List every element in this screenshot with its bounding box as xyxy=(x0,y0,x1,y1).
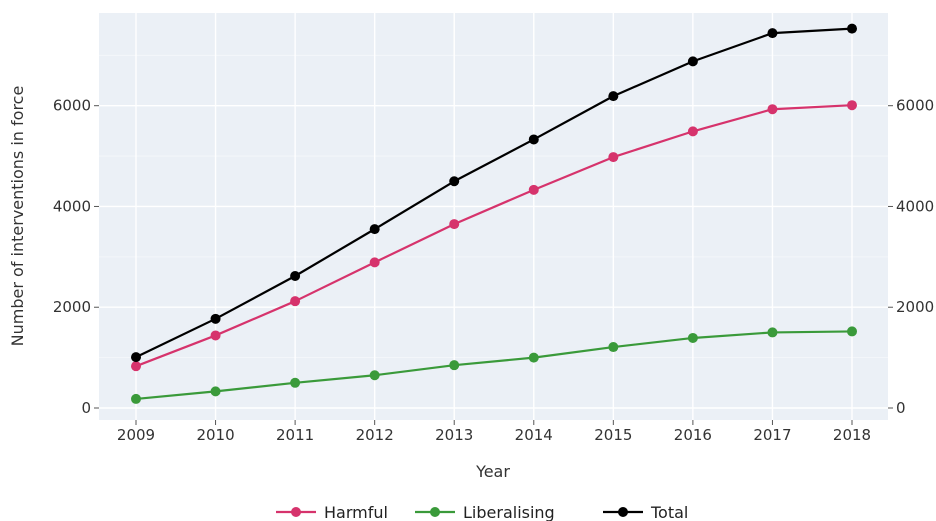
x-tick-label: 2018 xyxy=(833,426,871,444)
y-tick-label: 0 xyxy=(81,399,91,417)
data-point-total xyxy=(528,134,539,145)
data-point-harmful xyxy=(449,219,460,230)
x-tick-label: 2013 xyxy=(435,426,473,444)
data-point-liberalising xyxy=(131,393,141,404)
y-tick-label-right: 2000 xyxy=(896,298,934,316)
data-point-total xyxy=(290,270,301,281)
x-tick-label: 2014 xyxy=(515,426,553,444)
data-point-liberalising xyxy=(290,377,301,388)
data-point-total xyxy=(449,176,460,187)
data-point-harmful xyxy=(369,257,380,268)
series-line-total xyxy=(135,27,853,359)
data-point-total xyxy=(767,28,778,39)
data-point-total xyxy=(210,313,221,324)
data-point-liberalising xyxy=(847,326,857,337)
plot-panel xyxy=(99,13,888,420)
data-point-harmful xyxy=(131,361,141,372)
data-point-harmful xyxy=(528,184,539,195)
data-point-liberalising xyxy=(687,332,698,343)
x-tick-label: 2012 xyxy=(356,426,394,444)
y-axis-right: 0 2000 4000 6000 xyxy=(888,97,934,417)
y-axis-title: Number of interventions in force xyxy=(8,86,27,347)
data-point-liberalising xyxy=(767,327,778,338)
series-line-liberalising xyxy=(135,330,853,401)
y-tick-label-right: 0 xyxy=(896,399,906,417)
data-point-liberalising xyxy=(210,386,221,397)
data-point-liberalising xyxy=(369,370,380,381)
y-tick-label: 4000 xyxy=(53,197,91,215)
x-tick-label: 2016 xyxy=(674,426,712,444)
data-point-total xyxy=(131,352,141,363)
data-point-total xyxy=(847,23,857,34)
x-axis-title: Year xyxy=(475,462,510,481)
legend-label-total: Total xyxy=(650,503,688,521)
x-tick-label: 2009 xyxy=(117,426,155,444)
y-tick-label: 6000 xyxy=(53,97,91,115)
data-point-liberalising xyxy=(449,360,460,371)
legend: Harmful Liberalising Total xyxy=(276,503,688,521)
legend-marker-total xyxy=(618,507,628,517)
legend-label-harmful: Harmful xyxy=(324,503,388,521)
data-point-liberalising xyxy=(528,352,539,363)
data-point-total xyxy=(369,224,380,235)
data-point-total xyxy=(687,56,698,67)
x-tick-label: 2011 xyxy=(276,426,314,444)
data-point-harmful xyxy=(847,100,857,111)
x-tick-label: 2017 xyxy=(753,426,791,444)
data-point-harmful xyxy=(687,126,698,137)
data-point-harmful xyxy=(290,296,301,307)
data-point-harmful xyxy=(608,152,619,163)
y-axis-left: 0 2000 4000 6000 xyxy=(53,97,99,417)
x-tick-label: 2015 xyxy=(594,426,632,444)
y-tick-label-right: 4000 xyxy=(896,197,934,215)
y-tick-label: 2000 xyxy=(53,298,91,316)
data-point-liberalising xyxy=(608,342,619,353)
series-line-harmful xyxy=(135,104,853,368)
series-layer xyxy=(131,23,857,404)
data-point-total xyxy=(608,91,619,102)
x-tick-label: 2010 xyxy=(196,426,234,444)
y-tick-label-right: 6000 xyxy=(896,97,934,115)
major-gridlines xyxy=(99,13,888,420)
legend-marker-harmful xyxy=(291,507,301,517)
legend-label-liberalising: Liberalising xyxy=(463,503,555,521)
legend-marker-liberalising xyxy=(430,507,440,517)
minor-gridlines xyxy=(99,54,888,359)
data-point-harmful xyxy=(767,104,778,115)
data-point-harmful xyxy=(210,330,221,341)
x-axis: 2009 2010 2011 2012 2013 2014 2015 2016 2017 2018 xyxy=(117,420,871,444)
